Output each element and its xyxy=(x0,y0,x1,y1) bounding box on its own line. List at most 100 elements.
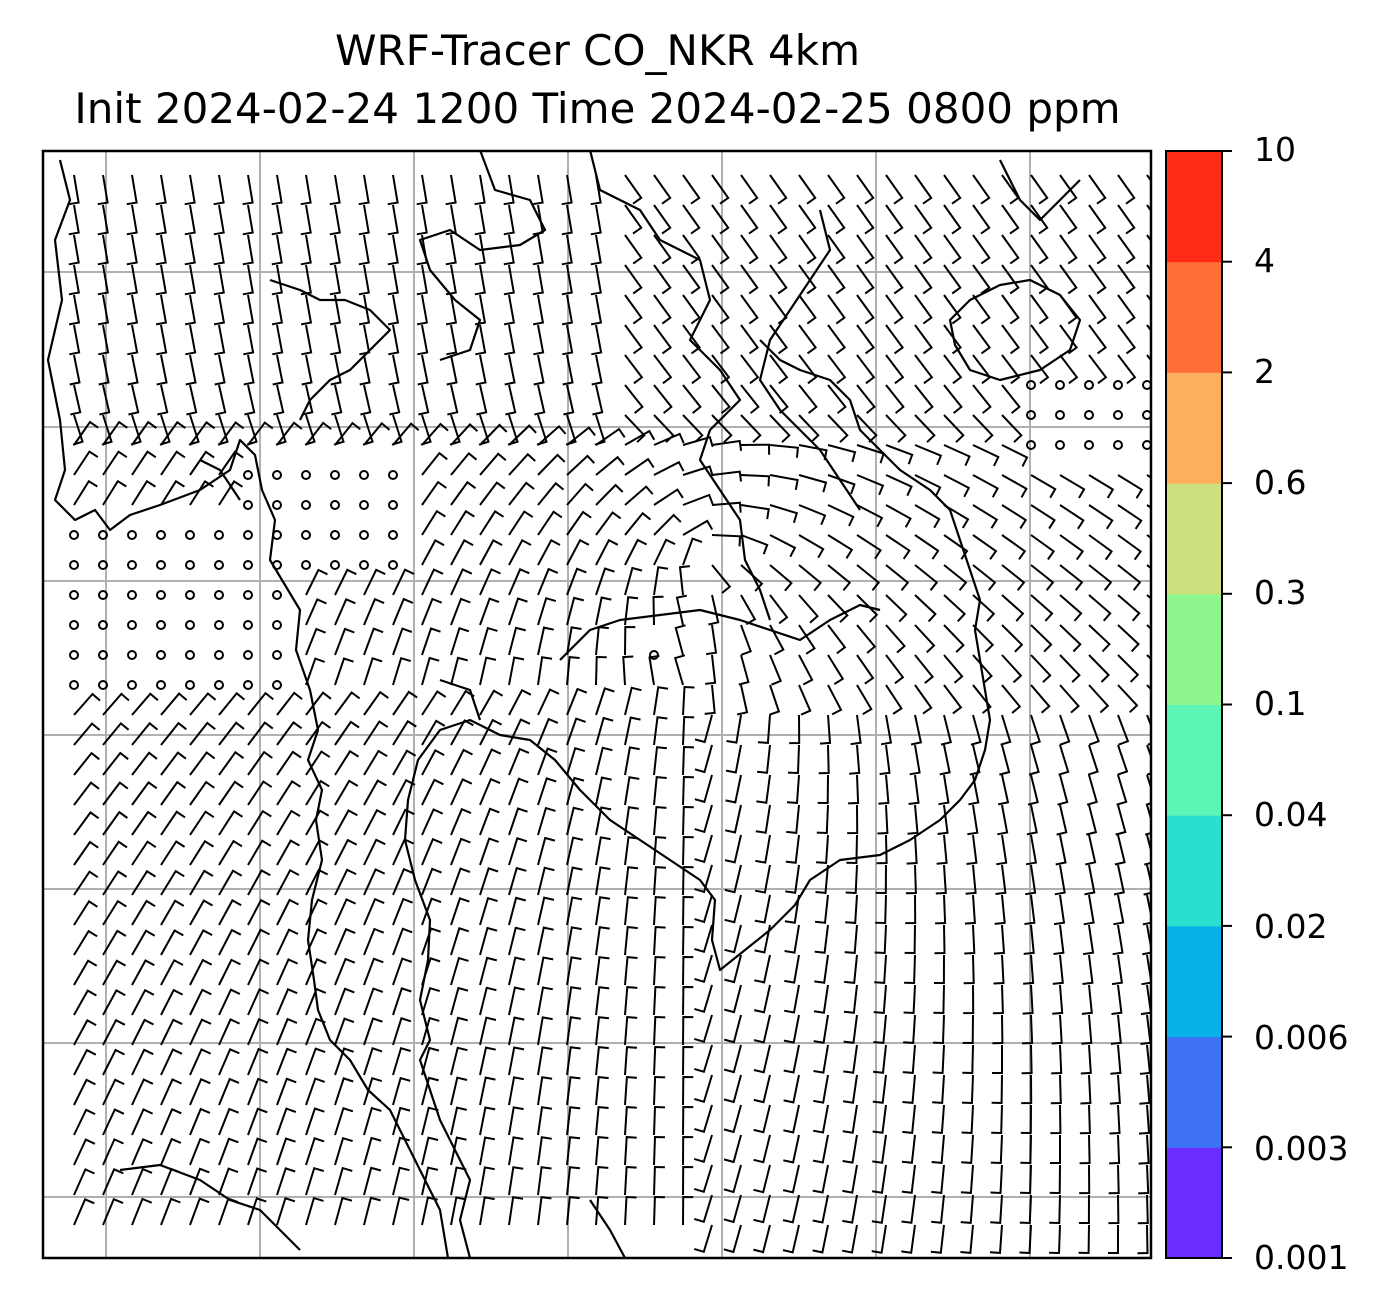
wind-barb xyxy=(131,1197,153,1226)
wind-barb xyxy=(566,567,587,596)
wind-barb xyxy=(914,384,934,414)
wind-barb xyxy=(566,746,586,776)
wind-barb xyxy=(653,686,669,716)
wind-barb xyxy=(131,929,156,956)
wind-barb xyxy=(450,748,473,776)
wind-barb xyxy=(508,656,525,686)
wind-barb xyxy=(1050,1104,1062,1135)
wind-barb xyxy=(1059,204,1078,235)
wind-barb xyxy=(1088,264,1107,295)
wind-barb xyxy=(755,804,771,834)
wind-barb xyxy=(218,1167,239,1196)
calm-wind-marker xyxy=(1142,440,1151,450)
wind-barb xyxy=(1084,864,1096,896)
wind-barb xyxy=(566,656,580,686)
wind-barb xyxy=(189,988,212,1016)
colorbar-tick-label: 0.003 xyxy=(1254,1129,1349,1168)
wind-barb xyxy=(1108,1194,1120,1225)
wind-barb xyxy=(1049,1194,1061,1225)
wind-barb xyxy=(972,444,1000,467)
wind-barb xyxy=(330,354,342,386)
wind-barb xyxy=(682,925,694,956)
wind-barb xyxy=(189,450,215,476)
wind-barb xyxy=(131,420,157,446)
wind-barb xyxy=(421,451,448,476)
wind-barb xyxy=(363,1196,381,1226)
wind-barb xyxy=(740,324,760,355)
wind-barb xyxy=(914,444,943,466)
wind-barb xyxy=(756,744,771,774)
wind-barb xyxy=(363,957,384,986)
wind-barb xyxy=(416,174,428,206)
wind-barb xyxy=(1020,1134,1032,1165)
wind-barb xyxy=(624,1195,637,1226)
wind-barb xyxy=(73,1168,95,1196)
wind-barb xyxy=(682,1135,694,1166)
wind-barb xyxy=(271,204,283,236)
wind-barb xyxy=(127,324,139,356)
wind-barb xyxy=(682,895,694,926)
wind-barb xyxy=(566,626,582,656)
wind-barb xyxy=(694,804,713,834)
wind-barb xyxy=(972,324,992,355)
wind-barb xyxy=(566,896,583,926)
wind-barb xyxy=(334,838,358,866)
wind-barb xyxy=(842,1104,858,1134)
colorbar-tick-label: 0.006 xyxy=(1254,1018,1349,1057)
wind-barb xyxy=(421,597,443,626)
wind-barb xyxy=(753,1134,771,1164)
wind-barb xyxy=(247,1017,269,1046)
wind-barb xyxy=(694,954,713,984)
wind-barb xyxy=(682,775,694,806)
wind-barb xyxy=(871,1164,887,1194)
wind-barb xyxy=(786,774,800,804)
wind-barb xyxy=(97,294,110,326)
wind-barb xyxy=(421,897,442,926)
wind-barb xyxy=(417,354,429,386)
wind-barb xyxy=(479,837,499,866)
wind-barb xyxy=(653,354,673,385)
wind-barb xyxy=(450,719,474,746)
wind-barb xyxy=(902,1104,916,1134)
wind-barb xyxy=(693,1164,713,1194)
wind-barb xyxy=(479,867,499,896)
wind-barb xyxy=(682,324,702,355)
calm-wind-marker xyxy=(301,530,311,540)
wind-barb xyxy=(845,864,858,895)
wind-barb xyxy=(972,414,994,443)
wind-barb xyxy=(218,869,243,896)
wind-barb xyxy=(102,692,130,716)
wind-barb xyxy=(160,1078,183,1106)
wind-barb xyxy=(445,234,457,266)
wind-barb xyxy=(537,453,566,476)
wind-barb xyxy=(102,1048,125,1076)
wind-barb xyxy=(276,1167,296,1196)
wind-barb xyxy=(450,422,479,446)
wind-barb xyxy=(1059,534,1085,561)
wind-barb xyxy=(508,1166,524,1196)
calm-wind-marker xyxy=(272,620,282,630)
wind-barb xyxy=(1049,1164,1061,1195)
wind-barb xyxy=(708,594,720,626)
wind-barb xyxy=(1114,834,1126,866)
wind-barb xyxy=(827,204,846,235)
wind-barb xyxy=(73,959,98,986)
wind-barb xyxy=(682,805,694,836)
wind-barb xyxy=(537,656,553,686)
wind-barb xyxy=(885,684,903,715)
wind-barb xyxy=(566,1076,581,1106)
wind-barb xyxy=(503,204,515,236)
wind-barb xyxy=(874,954,887,984)
wind-barb xyxy=(363,597,385,626)
wind-barb xyxy=(964,894,976,925)
calm-wind-marker xyxy=(388,470,398,480)
wind-barb xyxy=(363,868,386,896)
wind-barb xyxy=(844,954,858,984)
wind-barb xyxy=(595,1136,609,1166)
wind-barb xyxy=(595,956,610,986)
wind-barb xyxy=(885,354,905,385)
wind-barb xyxy=(68,204,80,236)
wind-barb xyxy=(508,807,528,836)
wind-barb xyxy=(247,839,272,866)
wind-barb xyxy=(447,384,459,416)
